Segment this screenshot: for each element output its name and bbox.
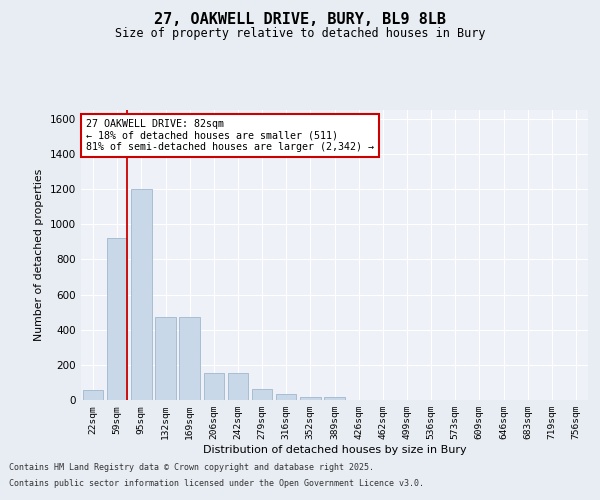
Y-axis label: Number of detached properties: Number of detached properties <box>34 169 44 341</box>
Text: Contains HM Land Registry data © Crown copyright and database right 2025.: Contains HM Land Registry data © Crown c… <box>9 464 374 472</box>
Text: Contains public sector information licensed under the Open Government Licence v3: Contains public sector information licen… <box>9 478 424 488</box>
Text: 27, OAKWELL DRIVE, BURY, BL9 8LB: 27, OAKWELL DRIVE, BURY, BL9 8LB <box>154 12 446 28</box>
Bar <box>252 390 272 400</box>
Bar <box>83 390 103 400</box>
Bar <box>300 398 320 400</box>
Text: Size of property relative to detached houses in Bury: Size of property relative to detached ho… <box>115 28 485 40</box>
Bar <box>155 318 176 400</box>
Bar <box>227 373 248 400</box>
Bar <box>203 373 224 400</box>
Text: 27 OAKWELL DRIVE: 82sqm
← 18% of detached houses are smaller (511)
81% of semi-d: 27 OAKWELL DRIVE: 82sqm ← 18% of detache… <box>86 118 374 152</box>
Bar <box>179 318 200 400</box>
Bar <box>107 238 127 400</box>
X-axis label: Distribution of detached houses by size in Bury: Distribution of detached houses by size … <box>203 445 466 455</box>
Bar <box>324 398 345 400</box>
Bar <box>276 394 296 400</box>
Bar <box>131 189 152 400</box>
